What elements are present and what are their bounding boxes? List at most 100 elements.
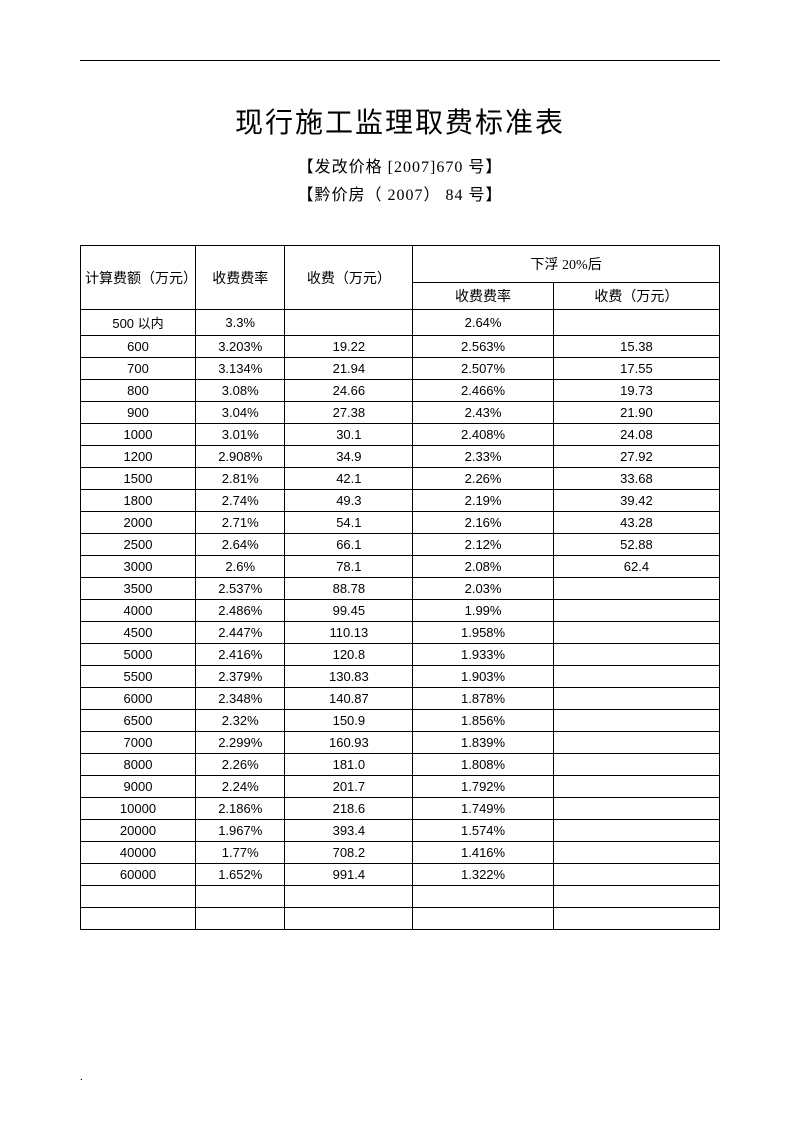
table-row: 90002.24%201.71.792% xyxy=(81,776,720,798)
table-cell xyxy=(553,310,719,336)
table-cell: 3.01% xyxy=(196,424,285,446)
header-discount-fee: 收费（万元） xyxy=(553,283,719,310)
table-row: 18002.74%49.32.19%39.42 xyxy=(81,490,720,512)
table-cell: 1800 xyxy=(81,490,196,512)
table-row: 100002.186%218.61.749% xyxy=(81,798,720,820)
header-rate: 收费费率 xyxy=(196,246,285,310)
table-cell: 10000 xyxy=(81,798,196,820)
table-cell: 130.83 xyxy=(285,666,413,688)
table-cell: 2.03% xyxy=(413,578,554,600)
table-row: 70002.299%160.931.839% xyxy=(81,732,720,754)
table-row xyxy=(81,886,720,908)
header-row-1: 计算费额（万元） 收费费率 收费（万元） 下浮 20%后 xyxy=(81,246,720,283)
table-cell xyxy=(553,776,719,798)
table-row: 15002.81%42.12.26%33.68 xyxy=(81,468,720,490)
table-cell xyxy=(285,886,413,908)
table-cell: 34.9 xyxy=(285,446,413,468)
table-row: 7003.134%21.942.507%17.55 xyxy=(81,358,720,380)
table-cell: 2500 xyxy=(81,534,196,556)
table-cell: 2.43% xyxy=(413,402,554,424)
table-cell: 2.447% xyxy=(196,622,285,644)
table-cell: 2.379% xyxy=(196,666,285,688)
table-row: 8003.08%24.662.466%19.73 xyxy=(81,380,720,402)
table-row: 10003.01%30.12.408%24.08 xyxy=(81,424,720,446)
table-cell: 43.28 xyxy=(553,512,719,534)
table-cell: 24.08 xyxy=(553,424,719,446)
table-cell xyxy=(553,864,719,886)
table-cell: 1.808% xyxy=(413,754,554,776)
table-cell: 1.878% xyxy=(413,688,554,710)
table-cell xyxy=(553,644,719,666)
table-cell xyxy=(553,622,719,644)
header-amount: 计算费额（万元） xyxy=(81,246,196,310)
table-cell: 42.1 xyxy=(285,468,413,490)
table-cell: 160.93 xyxy=(285,732,413,754)
header-discount-group: 下浮 20%后 xyxy=(413,246,720,283)
table-cell xyxy=(196,886,285,908)
table-row: 65002.32%150.91.856% xyxy=(81,710,720,732)
table-cell xyxy=(553,578,719,600)
table-cell: 2.348% xyxy=(196,688,285,710)
table-cell: 500 以内 xyxy=(81,310,196,336)
table-cell: 1.967% xyxy=(196,820,285,842)
table-cell: 393.4 xyxy=(285,820,413,842)
table-cell xyxy=(553,600,719,622)
table-row: 25002.64%66.12.12%52.88 xyxy=(81,534,720,556)
table-cell: 1.77% xyxy=(196,842,285,864)
footer-dot: . xyxy=(80,1071,83,1083)
table-cell: 21.90 xyxy=(553,402,719,424)
table-cell: 3.134% xyxy=(196,358,285,380)
table-cell: 120.8 xyxy=(285,644,413,666)
table-cell: 2.299% xyxy=(196,732,285,754)
table-cell: 7000 xyxy=(81,732,196,754)
table-cell xyxy=(81,886,196,908)
table-row: 600001.652%991.41.322% xyxy=(81,864,720,886)
table-cell: 1.958% xyxy=(413,622,554,644)
table-row: 30002.6%78.12.08%62.4 xyxy=(81,556,720,578)
table-cell: 1.416% xyxy=(413,842,554,864)
table-cell: 4000 xyxy=(81,600,196,622)
table-cell: 3500 xyxy=(81,578,196,600)
table-cell: 39.42 xyxy=(553,490,719,512)
table-row: 35002.537%88.782.03% xyxy=(81,578,720,600)
table-cell: 2.64% xyxy=(413,310,554,336)
table-cell: 33.68 xyxy=(553,468,719,490)
table-row: 9003.04%27.382.43%21.90 xyxy=(81,402,720,424)
table-cell: 2.81% xyxy=(196,468,285,490)
table-row: 55002.379%130.831.903% xyxy=(81,666,720,688)
table-cell: 52.88 xyxy=(553,534,719,556)
table-cell: 2.563% xyxy=(413,336,554,358)
table-cell xyxy=(553,688,719,710)
table-cell xyxy=(553,908,719,930)
table-cell: 1.749% xyxy=(413,798,554,820)
table-cell: 218.6 xyxy=(285,798,413,820)
table-row: 500 以内3.3%2.64% xyxy=(81,310,720,336)
table-row: 200001.967%393.41.574% xyxy=(81,820,720,842)
table-cell: 1000 xyxy=(81,424,196,446)
table-cell: 140.87 xyxy=(285,688,413,710)
table-cell: 49.3 xyxy=(285,490,413,512)
table-cell: 150.9 xyxy=(285,710,413,732)
table-cell: 700 xyxy=(81,358,196,380)
table-cell: 9000 xyxy=(81,776,196,798)
table-cell: 17.55 xyxy=(553,358,719,380)
table-cell: 2.12% xyxy=(413,534,554,556)
table-cell: 5000 xyxy=(81,644,196,666)
table-cell: 708.2 xyxy=(285,842,413,864)
table-cell xyxy=(553,886,719,908)
table-cell xyxy=(553,710,719,732)
table-cell xyxy=(413,886,554,908)
table-cell: 20000 xyxy=(81,820,196,842)
table-cell: 6000 xyxy=(81,688,196,710)
table-cell: 2.32% xyxy=(196,710,285,732)
table-cell: 1200 xyxy=(81,446,196,468)
table-cell: 6500 xyxy=(81,710,196,732)
table-cell: 19.22 xyxy=(285,336,413,358)
table-cell: 2.26% xyxy=(413,468,554,490)
table-cell xyxy=(81,908,196,930)
table-cell: 60000 xyxy=(81,864,196,886)
table-cell: 2.507% xyxy=(413,358,554,380)
table-cell: 2.33% xyxy=(413,446,554,468)
table-row: 80002.26%181.01.808% xyxy=(81,754,720,776)
table-cell: 27.38 xyxy=(285,402,413,424)
